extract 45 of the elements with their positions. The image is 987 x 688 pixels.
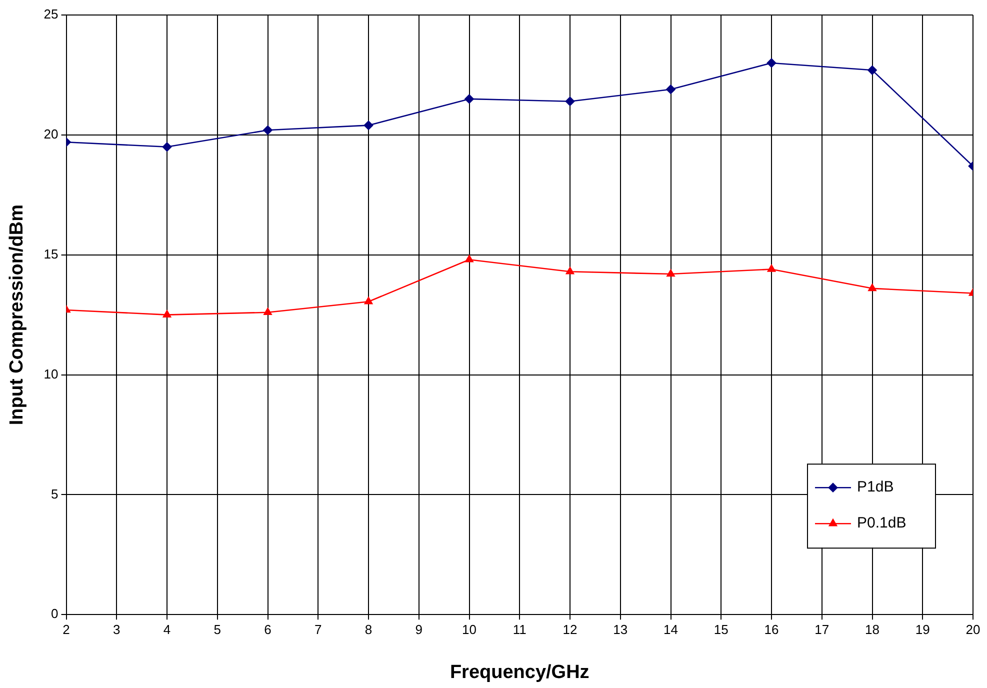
x-tick-label: 10: [462, 622, 476, 637]
point: [566, 266, 574, 274]
x-tick-label: 16: [764, 622, 779, 637]
y-axis-title: Input Compression/dBm: [6, 204, 28, 426]
point: [868, 284, 876, 292]
x-tick-label: 7: [314, 622, 322, 637]
point: [264, 308, 272, 316]
point: [464, 94, 474, 104]
point: [465, 254, 474, 262]
x-tick-label: 15: [714, 622, 728, 637]
x-tick-label: 11: [512, 622, 526, 637]
y-tick-label: 25: [44, 6, 58, 22]
point: [364, 296, 373, 304]
point: [868, 66, 877, 75]
x-tick-label: 4: [163, 622, 171, 637]
x-tick-label: 3: [113, 622, 120, 637]
point: [162, 310, 172, 318]
x-tick-label: 8: [364, 622, 372, 637]
x-tick-label: 2: [62, 622, 70, 637]
y-tick-label: 5: [51, 486, 58, 502]
legend-label: P0.1dB: [857, 514, 906, 532]
point: [666, 269, 675, 277]
x-tick-label: 20: [966, 622, 980, 637]
y-tick-label: 15: [44, 246, 58, 262]
y-tick-label: 0: [51, 606, 58, 622]
point: [162, 142, 172, 152]
x-tick-label: 12: [562, 622, 578, 637]
x-tick-label: 13: [613, 622, 628, 637]
point: [565, 96, 575, 106]
point: [666, 84, 676, 94]
x-tick-label: 5: [214, 622, 221, 637]
x-tick-label: 17: [814, 622, 830, 637]
x-tick-label: 14: [664, 622, 678, 637]
point: [767, 264, 776, 272]
x-axis-title: Frequency/GHz: [450, 662, 590, 683]
x-tick-label: 6: [264, 622, 272, 637]
x-tick-label: 18: [865, 622, 880, 637]
x-tick-label: 9: [415, 622, 422, 637]
y-tick-label: 20: [44, 126, 58, 142]
point: [364, 120, 374, 130]
point: [263, 125, 272, 135]
y-tick-label: 10: [44, 366, 58, 382]
point: [766, 58, 776, 68]
legend-label: P1dB: [857, 478, 894, 496]
x-tick-label: 19: [915, 622, 930, 637]
